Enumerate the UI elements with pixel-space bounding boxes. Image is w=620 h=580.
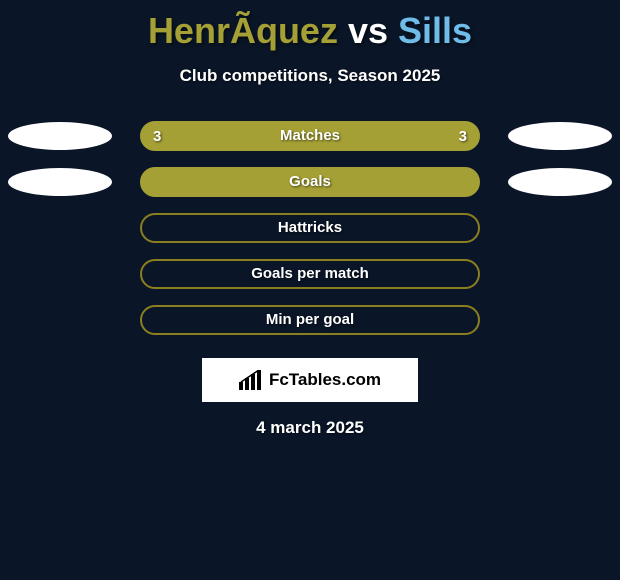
subtitle: Club competitions, Season 2025 (0, 66, 620, 86)
player-left-name: HenrÃ­quez (148, 10, 338, 51)
date-label: 4 march 2025 (0, 418, 620, 438)
vs-separator: vs (338, 10, 398, 51)
stat-label: Matches (280, 121, 340, 151)
player-left-avatar (8, 168, 112, 196)
stat-label: Goals (289, 167, 331, 197)
stat-value-left: 3 (153, 122, 161, 152)
stat-pill: 3 Matches 3 (140, 121, 480, 151)
barchart-icon (239, 370, 263, 390)
page-title: HenrÃ­quez vs Sills (0, 0, 620, 52)
comparison-rows: 3 Matches 3 Goals Hattricks Goals per match Mi… (0, 122, 620, 352)
brand-text: FcTables.com (269, 370, 381, 390)
comparison-row: Goals per match (0, 260, 620, 306)
player-right-avatar (508, 122, 612, 150)
comparison-row: Goals (0, 168, 620, 214)
comparison-row: Hattricks (0, 214, 620, 260)
player-left-avatar (8, 122, 112, 150)
player-right-name: Sills (398, 10, 472, 51)
stat-pill: Min per goal (140, 305, 480, 335)
stat-value-right: 3 (459, 122, 467, 152)
stat-pill: Hattricks (140, 213, 480, 243)
comparison-row: Min per goal (0, 306, 620, 352)
player-right-avatar (508, 168, 612, 196)
stat-pill: Goals (140, 167, 480, 197)
comparison-row: 3 Matches 3 (0, 122, 620, 168)
stat-label: Min per goal (266, 305, 354, 335)
stat-label: Goals per match (251, 259, 369, 289)
stat-pill: Goals per match (140, 259, 480, 289)
stat-label: Hattricks (278, 213, 342, 243)
brand-box: FcTables.com (202, 358, 418, 402)
